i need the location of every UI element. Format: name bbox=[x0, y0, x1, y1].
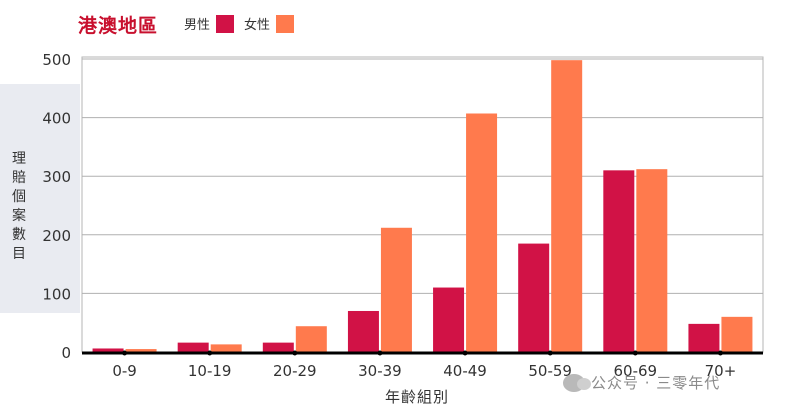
legend-label-male: 男性 bbox=[184, 18, 211, 33]
watermark-text: 公众号 · 三零年代 bbox=[591, 374, 721, 392]
bar-female bbox=[295, 326, 327, 352]
x-axis-label: 年齡組別 bbox=[385, 388, 450, 406]
legend-swatch-male bbox=[216, 14, 235, 33]
y-axis-label: 理賠個案數目 bbox=[12, 151, 26, 262]
bar-female bbox=[636, 169, 668, 352]
bar-male bbox=[347, 310, 379, 352]
legend: 男性 女性 bbox=[184, 14, 304, 33]
legend-item-female: 女性 bbox=[244, 14, 295, 33]
bar-female bbox=[721, 316, 753, 352]
x-tick-label: 0-9 bbox=[112, 362, 137, 380]
bar-female bbox=[466, 113, 498, 352]
bar-male bbox=[92, 348, 124, 352]
chart-title: 港澳地區 bbox=[78, 15, 159, 37]
bar-female bbox=[210, 344, 242, 352]
y-tick-label: 500 bbox=[42, 51, 71, 69]
bar-male bbox=[518, 243, 550, 352]
x-tick-label: 70+ bbox=[705, 362, 737, 380]
bar-male bbox=[177, 342, 209, 352]
bar-female bbox=[551, 60, 583, 353]
bar-female bbox=[125, 349, 157, 352]
x-tick-label: 20-29 bbox=[273, 362, 317, 380]
x-tick-label: 10-19 bbox=[188, 362, 232, 380]
x-tick-label: 50-59 bbox=[528, 362, 572, 380]
y-tick-label: 0 bbox=[61, 344, 71, 362]
bar-female bbox=[380, 227, 412, 352]
x-tick-label: 60-69 bbox=[614, 362, 658, 380]
y-tick-label: 100 bbox=[42, 285, 71, 303]
watermark: 公众号 · 三零年代 bbox=[563, 372, 720, 393]
legend-swatch-female bbox=[276, 14, 295, 33]
legend-label-female: 女性 bbox=[244, 18, 271, 33]
x-tick-label: 40-49 bbox=[443, 362, 487, 380]
legend-item-male: 男性 bbox=[184, 14, 235, 33]
ylabel-band bbox=[0, 84, 80, 313]
bar-male bbox=[688, 323, 720, 352]
y-tick-label: 300 bbox=[42, 168, 71, 186]
wechat-icon bbox=[563, 373, 591, 392]
bar-male bbox=[433, 287, 465, 352]
y-tick-label: 400 bbox=[42, 110, 71, 128]
x-tick-label: 30-39 bbox=[358, 362, 402, 380]
bar-male bbox=[262, 342, 294, 352]
bar-male bbox=[603, 170, 635, 352]
y-tick-label: 200 bbox=[42, 227, 71, 245]
